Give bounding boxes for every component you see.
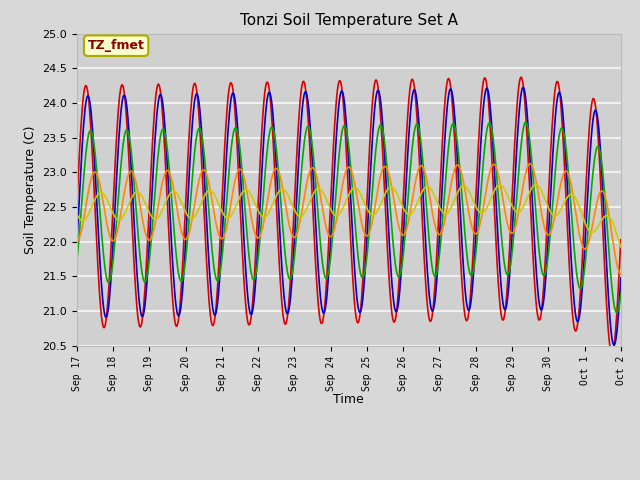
Text: TZ_fmet: TZ_fmet — [88, 39, 145, 52]
X-axis label: Time: Time — [333, 393, 364, 407]
Y-axis label: Soil Temperature (C): Soil Temperature (C) — [24, 125, 36, 254]
Legend: 2cm, 4cm, 8cm, 16cm, 32cm: 2cm, 4cm, 8cm, 16cm, 32cm — [128, 479, 570, 480]
Title: Tonzi Soil Temperature Set A: Tonzi Soil Temperature Set A — [240, 13, 458, 28]
